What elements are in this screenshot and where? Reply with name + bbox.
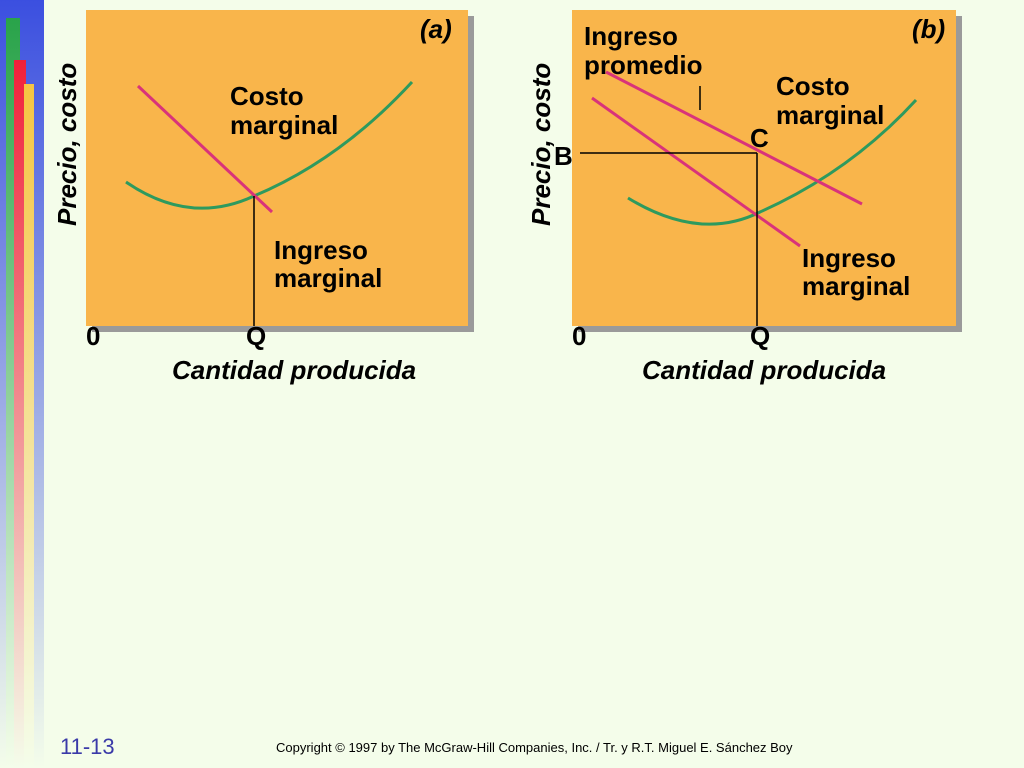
- panel-a-background: [86, 10, 468, 326]
- panel-b-marginal-cost-curve: [627, 98, 918, 226]
- panel-b-ar-label-line2: promedio: [584, 50, 703, 80]
- panel-a-marginal-cost-curve: [125, 80, 414, 210]
- panel-b-mr-label-line2: marginal: [802, 271, 911, 301]
- panel-b-tag: (b): [912, 14, 946, 44]
- panel-b-ar-label-line1: Ingreso: [584, 21, 678, 51]
- panel-a-q-label: Q: [246, 321, 267, 351]
- slide-number: 11-13: [60, 734, 115, 759]
- panel-b-origin: 0: [572, 321, 587, 351]
- panel-a-mr-label-line1: Ingreso: [274, 235, 368, 265]
- panel-a-origin: 0: [86, 321, 101, 351]
- panel-a-x-axis-label: Cantidad producida: [172, 355, 417, 385]
- panel-b-marginal-revenue-line: [591, 96, 801, 248]
- copyright-notice: Copyright © 1997 by The McGraw-Hill Comp…: [276, 740, 793, 755]
- panel-a-cost-label-line1: Costo: [230, 81, 304, 111]
- panel-a: [86, 10, 474, 332]
- panel-a-y-axis-label: Precio, costo: [52, 62, 82, 226]
- decorative-stripes: [0, 0, 44, 768]
- panel-b: [572, 10, 962, 332]
- panel-b-cost-label-line1: Costo: [776, 71, 850, 101]
- panel-b-average-revenue-line: [605, 70, 863, 206]
- panel-b-q-label: Q: [750, 321, 771, 351]
- panel-b-background: [572, 10, 956, 326]
- panel-a-tag: (a): [420, 14, 452, 44]
- panel-b-x-axis-label: Cantidad producida: [642, 355, 887, 385]
- panel-b-b-label: B: [554, 141, 573, 171]
- panel-b-mr-label-line1: Ingreso: [802, 243, 896, 273]
- panel-b-y-axis-label: Precio, costo: [526, 62, 556, 226]
- panel-a-marginal-revenue-line: [136, 84, 274, 214]
- panel-a-mr-label-line2: marginal: [274, 263, 383, 293]
- panel-b-c-label: C: [750, 123, 769, 153]
- panel-b-cost-label-line2: marginal: [776, 100, 885, 130]
- panel-a-cost-label-line2: marginal: [230, 110, 339, 140]
